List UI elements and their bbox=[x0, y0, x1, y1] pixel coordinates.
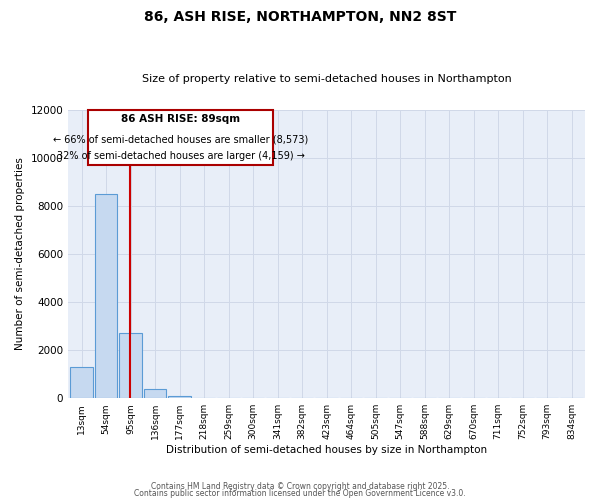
Bar bbox=[144, 389, 166, 398]
Text: 32% of semi-detached houses are larger (4,159) →: 32% of semi-detached houses are larger (… bbox=[56, 151, 305, 161]
Text: Contains HM Land Registry data © Crown copyright and database right 2025.: Contains HM Land Registry data © Crown c… bbox=[151, 482, 449, 491]
Text: ← 66% of semi-detached houses are smaller (8,573): ← 66% of semi-detached houses are smalle… bbox=[53, 135, 308, 145]
Bar bbox=[169, 396, 191, 398]
Title: Size of property relative to semi-detached houses in Northampton: Size of property relative to semi-detach… bbox=[142, 74, 511, 84]
Text: 86 ASH RISE: 89sqm: 86 ASH RISE: 89sqm bbox=[121, 114, 240, 124]
X-axis label: Distribution of semi-detached houses by size in Northampton: Distribution of semi-detached houses by … bbox=[166, 445, 487, 455]
Text: Contains public sector information licensed under the Open Government Licence v3: Contains public sector information licen… bbox=[134, 488, 466, 498]
Bar bbox=[70, 367, 93, 398]
FancyBboxPatch shape bbox=[88, 110, 272, 165]
Text: 86, ASH RISE, NORTHAMPTON, NN2 8ST: 86, ASH RISE, NORTHAMPTON, NN2 8ST bbox=[144, 10, 456, 24]
Bar bbox=[95, 194, 118, 398]
Bar bbox=[119, 334, 142, 398]
Y-axis label: Number of semi-detached properties: Number of semi-detached properties bbox=[15, 158, 25, 350]
